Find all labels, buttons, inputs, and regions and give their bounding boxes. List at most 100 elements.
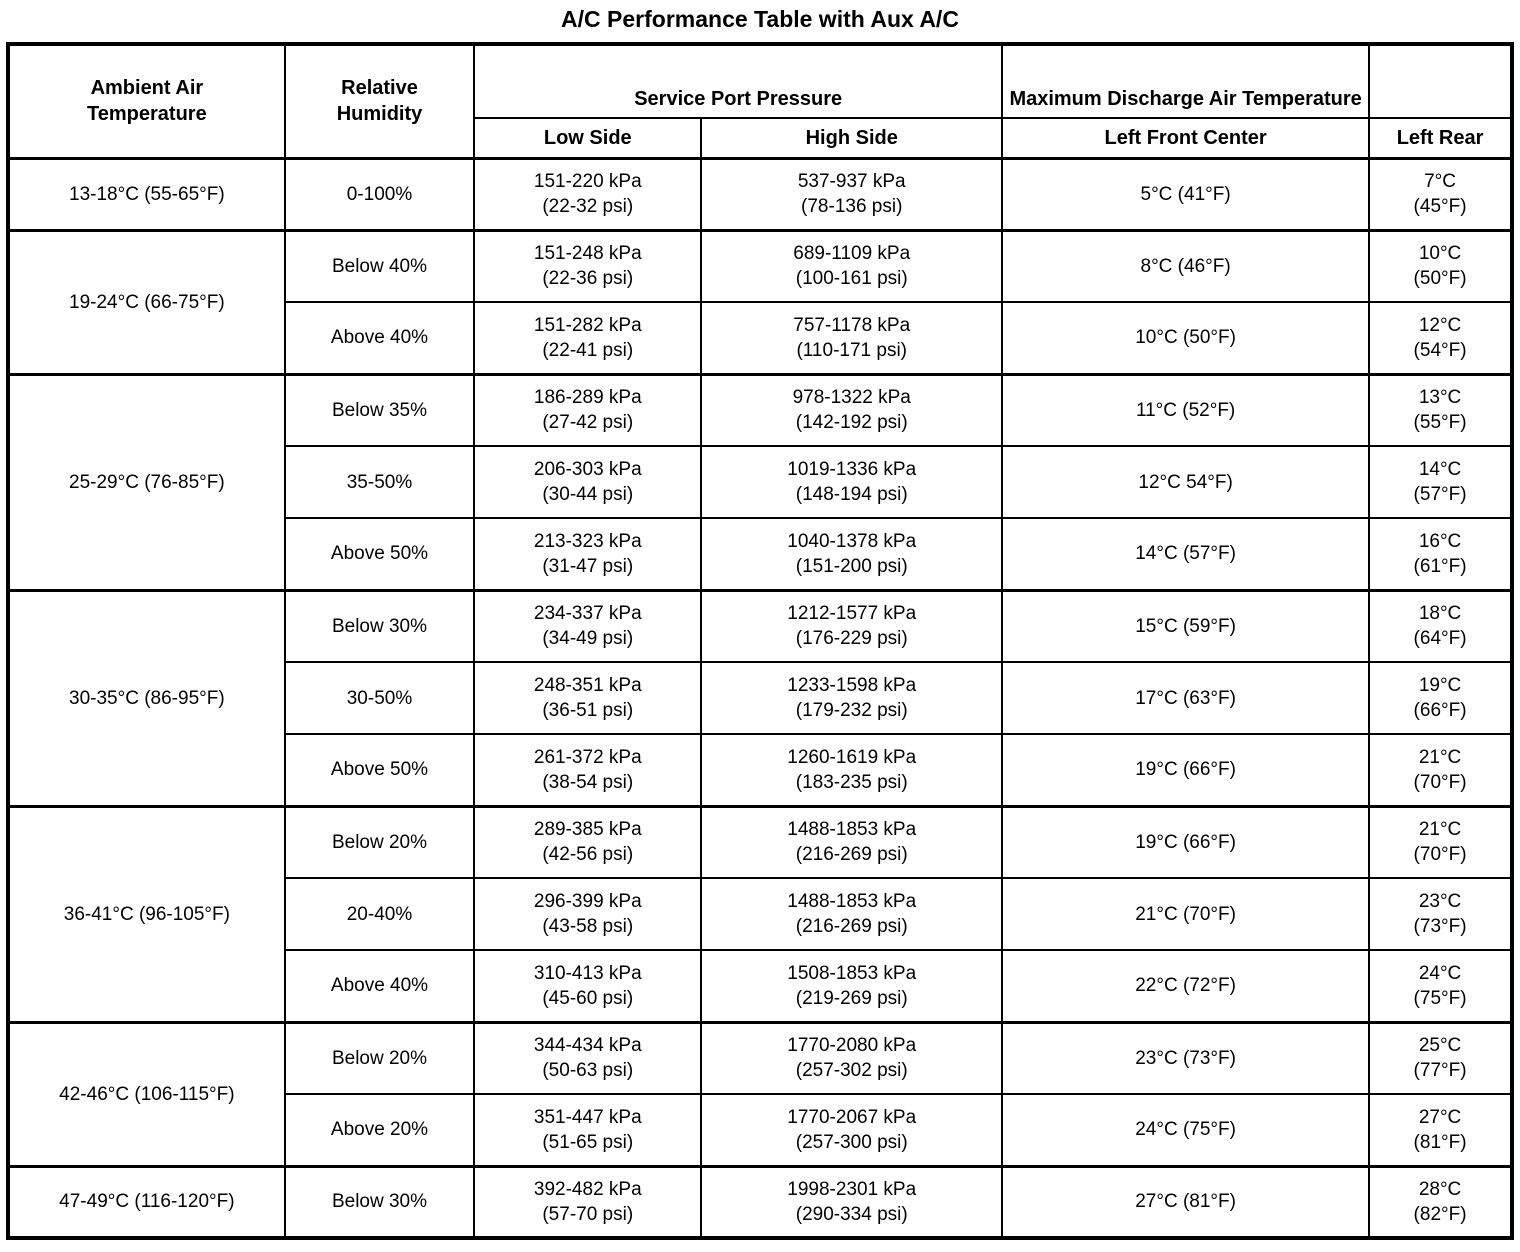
left-front-center-cell: 11°C (52°F) [1001,372,1371,447]
high-side-psi: (151-200 psi) [795,555,908,577]
left-rear-cell: 13°C (55°F) [1368,372,1513,447]
left-rear-celsius: 19°C [1418,675,1462,696]
high-side-kpa: 1040-1378 kPa [787,530,917,552]
high-side-psi: (100-161 psi) [795,268,908,290]
humidity-cell: Below 20% [283,804,476,879]
low-side-cell: 206-303 kPa (30-44 psi) [473,445,703,519]
high-side-kpa: 1488-1853 kPa [787,819,917,841]
humidity-cell: Below 35% [283,372,476,447]
left-rear-fahrenheit: (45°F) [1413,196,1467,217]
left-rear-cell: 16°C (61°F) [1368,517,1513,591]
high-side-cell: 689-1109 kPa (100-161 psi) [700,228,1004,303]
table-row: 25-29°C (76-85°F) Below 35% 186-289 kPa … [7,372,1513,591]
low-side-kpa: 234-337 kPa [533,603,642,625]
left-rear-celsius: 10°C [1418,243,1462,265]
high-side-psi: (216-269 psi) [795,916,908,937]
humidity-cell: Below 30% [283,1164,476,1239]
high-side-kpa: 757-1178 kPa [793,314,911,336]
low-side-psi: (43-58 psi) [542,916,634,937]
left-rear-cell: 7°C (45°F) [1368,156,1513,231]
high-side-cell: 1770-2080 kPa (257-302 psi) [700,1020,1004,1095]
left-rear-fahrenheit: (77°F) [1413,1060,1467,1082]
left-rear-fahrenheit: (61°F) [1413,555,1467,577]
high-side-psi: (216-269 psi) [795,844,908,866]
low-side-kpa: 186-289 kPa [533,387,642,409]
col-header-high-side: High Side [700,117,1004,159]
ambient-temp-cell: 36-41°C (96-105°F) [7,804,286,1023]
col-header-low-side: Low Side [473,117,703,159]
humidity-cell: Below 40% [283,228,476,303]
high-side-psi: (179-232 psi) [795,700,908,721]
high-side-cell: 1508-1853 kPa (219-269 psi) [700,949,1004,1023]
high-side-cell: 1212-1577 kPa (176-229 psi) [700,588,1004,663]
left-rear-celsius: 16°C [1418,530,1462,552]
left-rear-fahrenheit: (55°F) [1413,412,1467,434]
low-side-kpa: 351-447 kPa [533,1106,642,1128]
low-side-psi: (57-70 psi) [542,1203,634,1225]
low-side-psi: (42-56 psi) [542,844,634,866]
humidity-cell: 35-50% [283,445,476,519]
high-side-psi: (176-229 psi) [795,628,908,650]
low-side-kpa: 392-482 kPa [533,1178,642,1200]
left-rear-cell: 28°C (82°F) [1368,1164,1513,1239]
left-front-center-cell: 8°C (46°F) [1001,228,1371,303]
low-side-psi: (22-36 psi) [542,268,634,290]
low-side-cell: 151-220 kPa (22-32 psi) [473,156,703,231]
left-rear-cell: 19°C (66°F) [1368,661,1513,735]
high-side-cell: 1260-1619 kPa (183-235 psi) [700,733,1004,807]
low-side-kpa: 261-372 kPa [533,746,642,768]
left-rear-celsius: 18°C [1418,603,1462,625]
high-side-kpa: 1770-2080 kPa [787,1035,917,1057]
humidity-cell: 30-50% [283,661,476,735]
low-side-cell: 186-289 kPa (27-42 psi) [473,372,703,447]
low-side-psi: (45-60 psi) [542,987,634,1009]
humidity-cell: Below 20% [283,1020,476,1095]
humidity-cell: Below 30% [283,588,476,663]
ambient-temp-cell: 19-24°C (66-75°F) [7,228,286,375]
high-side-psi: (219-269 psi) [795,987,908,1009]
col-header-left-rear: Left Rear [1368,117,1513,159]
high-side-psi: (257-302 psi) [795,1060,908,1082]
low-side-kpa: 151-220 kPa [533,171,642,192]
low-side-cell: 248-351 kPa (36-51 psi) [473,661,703,735]
humidity-cell: Above 50% [283,733,476,807]
low-side-cell: 296-399 kPa (43-58 psi) [473,877,703,951]
low-side-psi: (30-44 psi) [542,484,634,505]
ambient-temp-cell: 42-46°C (106-115°F) [7,1020,286,1167]
left-rear-celsius: 23°C [1418,891,1462,912]
left-front-center-cell: 19°C (66°F) [1001,733,1371,807]
left-front-center-cell: 27°C (81°F) [1001,1164,1371,1239]
left-front-center-cell: 24°C (75°F) [1001,1093,1371,1167]
low-side-cell: 151-282 kPa (22-41 psi) [473,301,703,375]
low-side-cell: 151-248 kPa (22-36 psi) [473,228,703,303]
table-row: 30-50% 248-351 kPa (36-51 psi) 1233-1598… [8,661,1513,735]
low-side-kpa: 289-385 kPa [533,819,642,841]
low-side-kpa: 206-303 kPa [533,459,642,480]
left-rear-cell: 21°C (70°F) [1368,733,1513,807]
table-row: 42-46°C (106-115°F) Below 20% 344-434 kP… [7,1020,1513,1167]
high-side-kpa: 1019-1336 kPa [787,459,917,480]
humidity-cell: Above 20% [283,1093,476,1167]
left-rear-celsius: 13°C [1418,387,1462,409]
low-side-kpa: 248-351 kPa [533,675,642,696]
table-row: Above 20% 351-447 kPa (51-65 psi) 1770-2… [8,1093,1513,1167]
table-row: Above 50% 213-323 kPa (31-47 psi) 1040-1… [8,517,1513,591]
left-rear-fahrenheit: (81°F) [1413,1131,1467,1153]
low-side-kpa: 151-282 kPa [533,314,642,336]
low-side-kpa: 213-323 kPa [533,530,642,552]
high-side-kpa: 1260-1619 kPa [787,746,917,768]
humidity-cell: Above 40% [283,301,476,375]
left-rear-fahrenheit: (73°F) [1413,916,1467,937]
left-rear-celsius: 28°C [1418,1178,1462,1200]
low-side-cell: 261-372 kPa (38-54 psi) [473,733,703,807]
table-row: 19-24°C (66-75°F) Below 40% 151-248 kPa … [7,228,1513,375]
left-front-center-cell: 12°C 54°F) [1001,445,1371,519]
left-front-center-cell: 14°C (57°F) [1001,517,1371,591]
high-side-kpa: 1233-1598 kPa [787,675,917,696]
low-side-cell: 234-337 kPa (34-49 psi) [473,588,703,663]
humidity-cell: Above 40% [283,949,476,1023]
high-side-psi: (183-235 psi) [795,771,908,793]
high-side-kpa: 1488-1853 kPa [787,891,917,912]
high-side-cell: 1488-1853 kPa (216-269 psi) [700,804,1004,879]
high-side-kpa: 1770-2067 kPa [787,1106,917,1128]
